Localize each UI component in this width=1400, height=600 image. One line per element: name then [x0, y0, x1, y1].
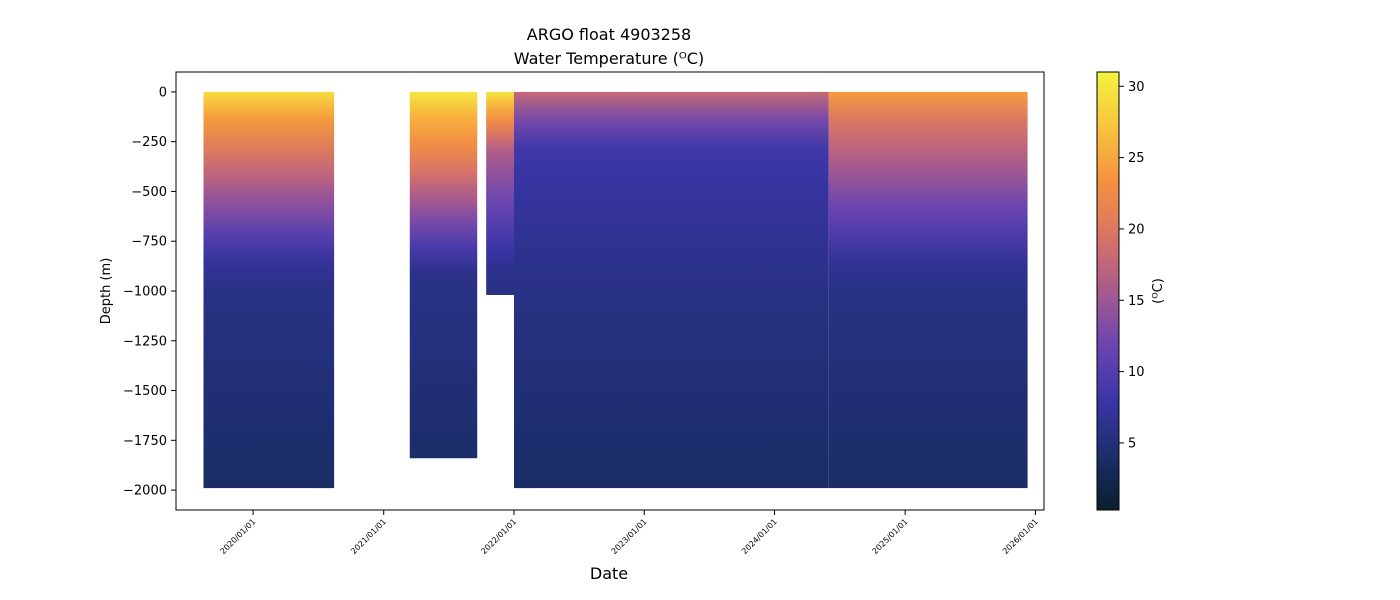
x-tick-label: 2022/01/01: [479, 517, 518, 556]
heatmap-area: [203, 91, 1028, 489]
y-tick-label: −1750: [123, 434, 167, 449]
x-tick-label: 2023/01/01: [610, 517, 649, 556]
colorbar-tick-label: 20: [1128, 222, 1145, 237]
x-tick-label: 2025/01/01: [871, 517, 910, 556]
colorbar-tick-label: 5: [1128, 436, 1136, 451]
y-tick-label: −2000: [123, 484, 167, 499]
profile-segment: [409, 91, 478, 459]
y-tick-label: −500: [131, 185, 167, 200]
colorbar-tick-label: 15: [1128, 294, 1145, 309]
y-axis: 0 −250 −500 −750 −1000 −1250 −1500 −1750 −2000: [123, 85, 176, 499]
profile-segment: [486, 91, 514, 295]
colorbar: [1096, 71, 1120, 511]
chart-title-line2: Water Temperature (ᴼC): [514, 49, 704, 68]
colorbar-tick-label: 25: [1128, 151, 1145, 166]
y-axis-label: Depth (m): [99, 258, 114, 325]
profile-segment: [203, 91, 335, 489]
x-tick-label: 2024/01/01: [740, 517, 779, 556]
x-tick-label: 2021/01/01: [349, 517, 388, 556]
colorbar-ticks: 5 10 15 20 25 30: [1119, 80, 1145, 451]
profile-segment: [513, 91, 829, 489]
y-tick-label: −250: [131, 135, 167, 150]
colorbar-label: (ᴼC): [1151, 278, 1166, 304]
y-tick-label: −1250: [123, 334, 167, 349]
colorbar-tick-label: 10: [1128, 365, 1145, 380]
y-tick-label: 0: [159, 85, 167, 100]
y-tick-label: −750: [131, 235, 167, 250]
x-axis: 2020/01/01 2021/01/01 2022/01/01 2023/01/01…: [219, 510, 1040, 556]
y-tick-label: −1000: [123, 285, 167, 300]
x-tick-label: 2020/01/01: [219, 517, 258, 556]
profile-segment: [828, 91, 1028, 489]
x-tick-label: 2026/01/01: [1001, 517, 1040, 556]
y-tick-label: −1500: [123, 384, 167, 399]
chart-title-line1: ARGO float 4903258: [527, 25, 691, 44]
x-axis-label: Date: [590, 564, 628, 583]
colorbar-tick-label: 30: [1128, 80, 1145, 95]
